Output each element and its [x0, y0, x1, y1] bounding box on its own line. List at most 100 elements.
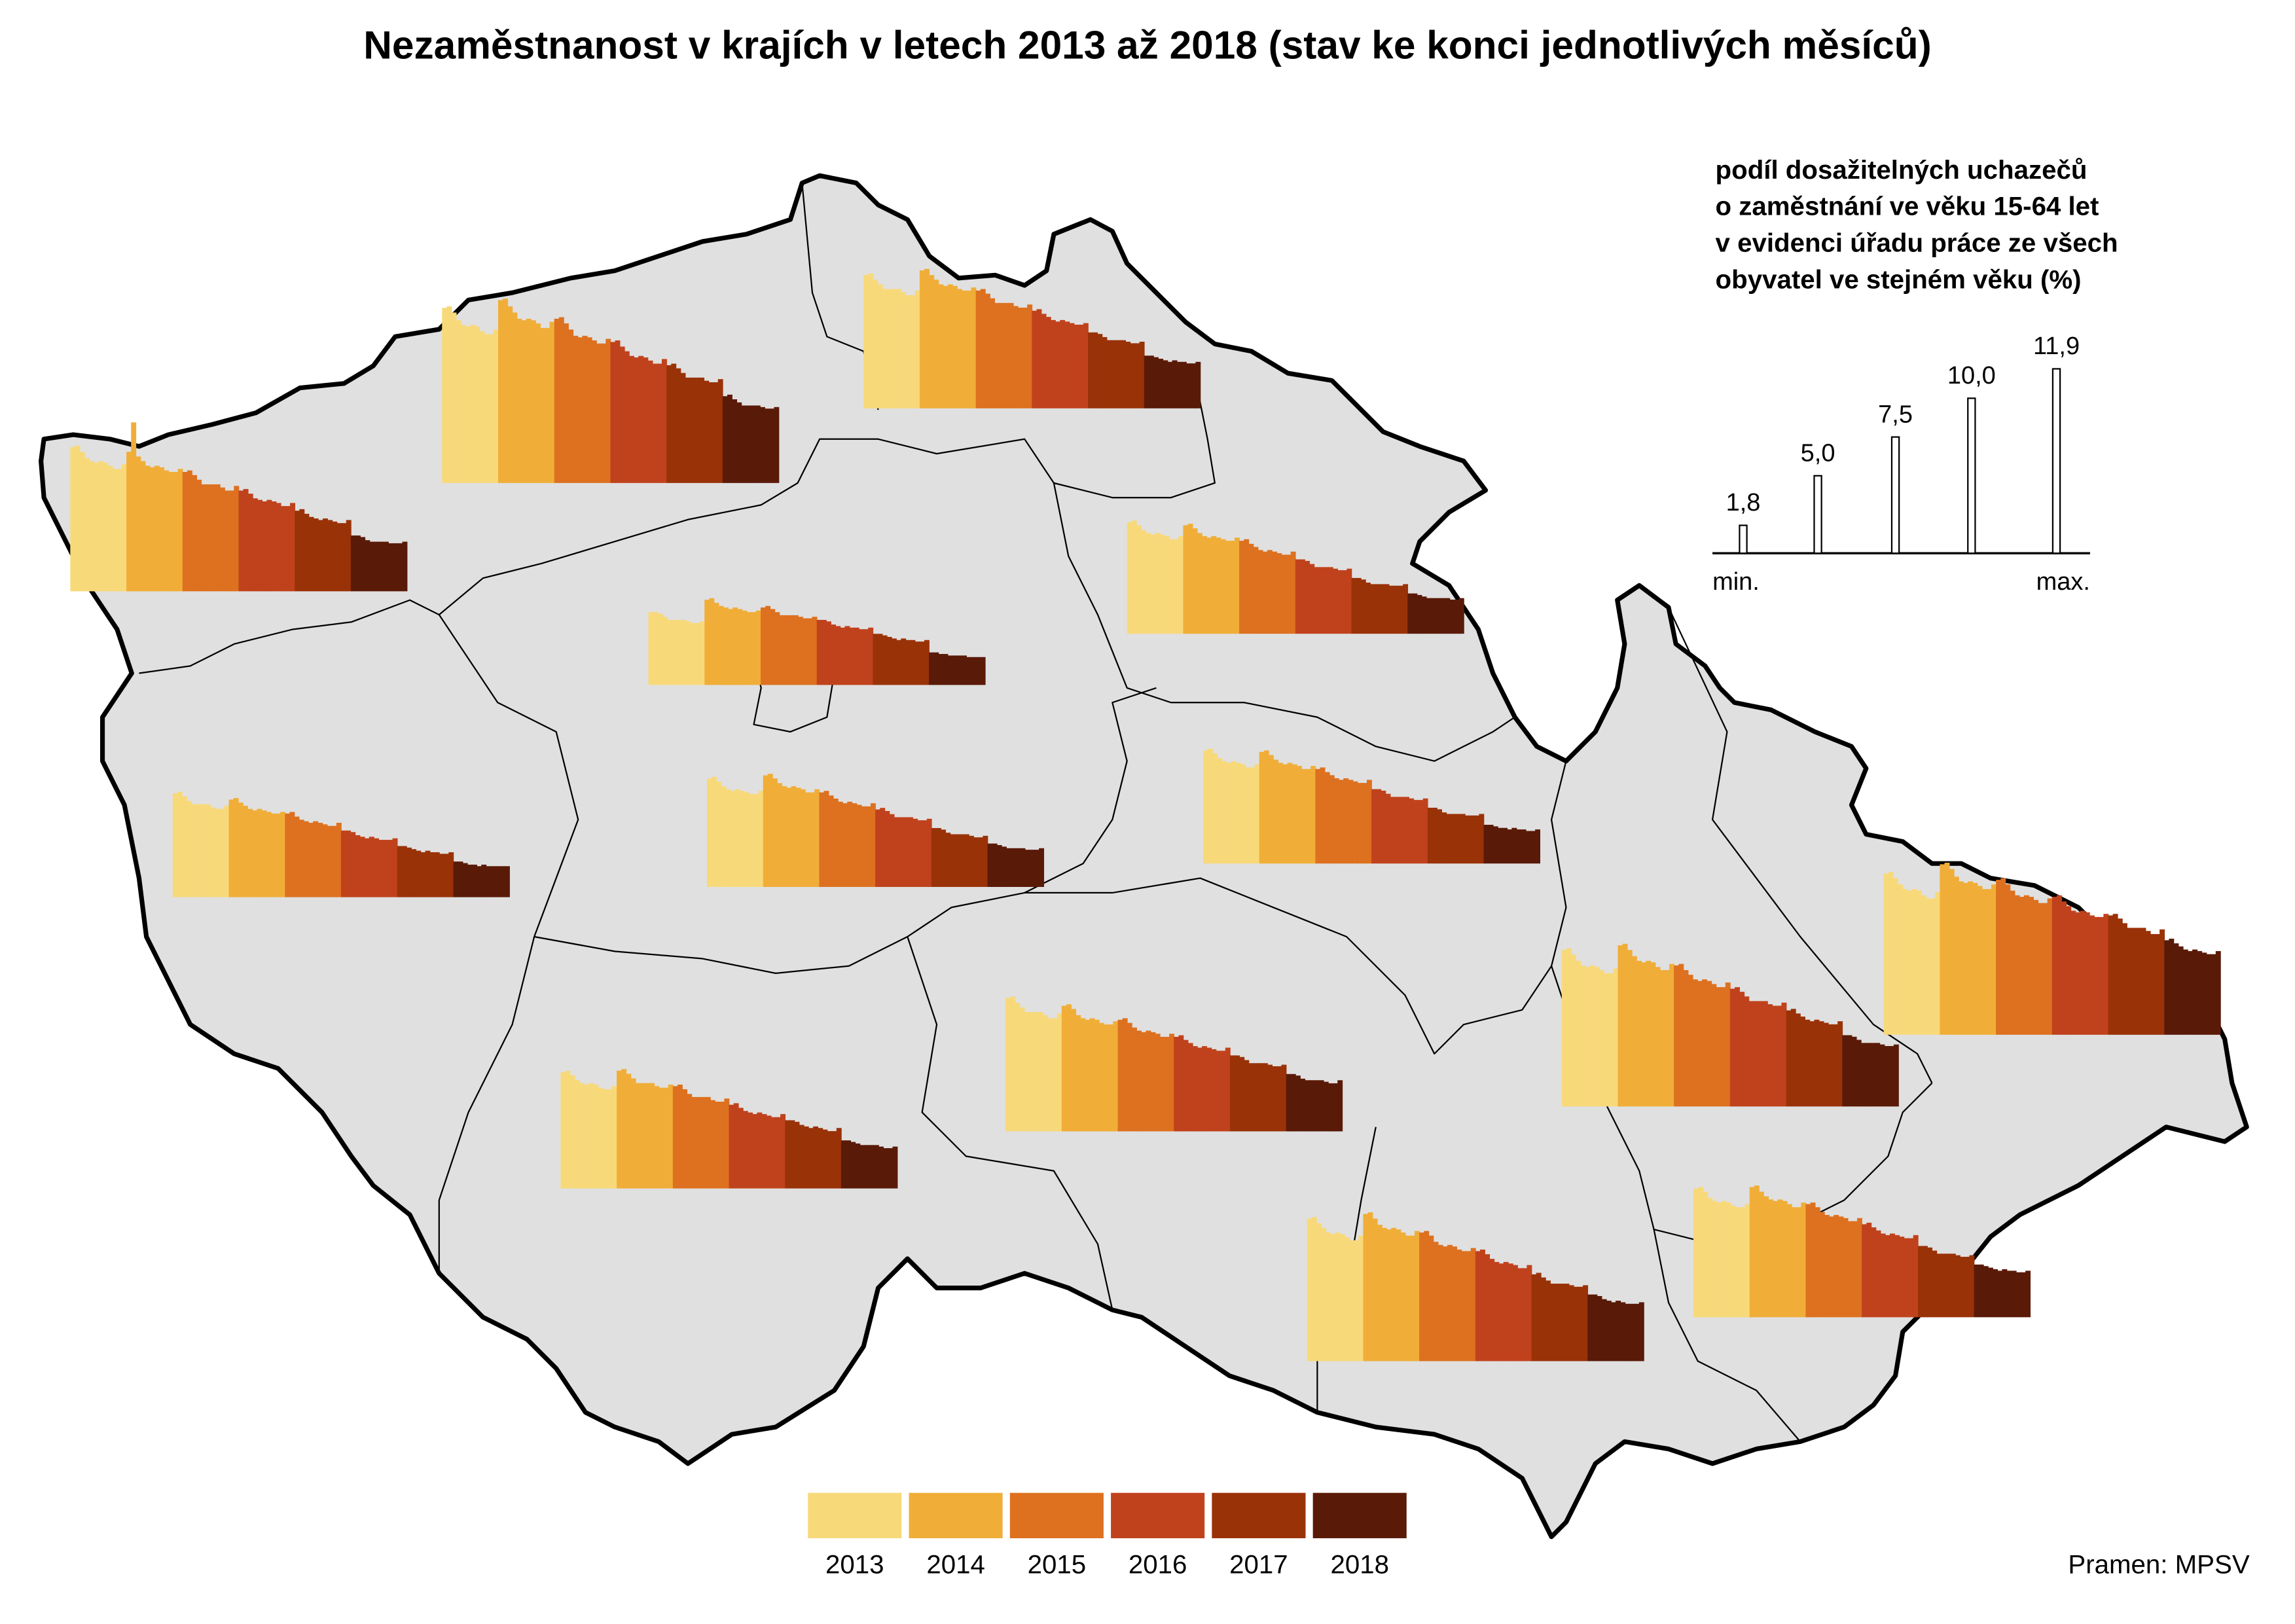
bar [751, 612, 757, 685]
bar [1735, 1207, 1741, 1318]
bar [2159, 929, 2165, 1035]
bar [1057, 1013, 1062, 1132]
legend-swatch [1212, 1492, 1306, 1538]
bar [1181, 361, 1187, 408]
bar [177, 791, 183, 897]
bar [837, 801, 843, 887]
bar [1287, 763, 1293, 864]
bar [420, 852, 426, 897]
bar [952, 285, 958, 408]
bar [760, 607, 766, 685]
bar [1360, 579, 1366, 634]
bar [1134, 343, 1140, 408]
region-border [439, 365, 1216, 615]
bar [545, 328, 551, 483]
bar [780, 1113, 786, 1189]
bar [1391, 1227, 1397, 1362]
bar [765, 408, 770, 483]
bar [1005, 998, 1011, 1132]
bar [628, 355, 634, 483]
bar [763, 775, 768, 887]
bar [1796, 1207, 1802, 1318]
bar [1782, 1200, 1788, 1318]
bar [1231, 761, 1237, 864]
bar [1424, 1231, 1430, 1362]
bar [813, 1126, 819, 1189]
bar [789, 1120, 795, 1189]
bar [88, 461, 94, 592]
bar [378, 840, 384, 897]
bar [694, 377, 700, 483]
bar [793, 615, 799, 685]
bar [416, 850, 422, 897]
bar [1456, 1249, 1462, 1362]
bar [2038, 903, 2044, 1035]
bar [861, 806, 867, 887]
bar [406, 847, 412, 897]
bar [1398, 585, 1403, 634]
bar [1217, 758, 1223, 864]
bar [1089, 1018, 1095, 1132]
bar [1428, 1235, 1434, 1362]
bar [149, 467, 155, 592]
bar [1253, 1063, 1259, 1132]
bar [1136, 1030, 1142, 1132]
bar [681, 619, 687, 685]
bar [1911, 889, 1917, 1035]
source: Pramen: MPSV [2068, 1550, 2249, 1579]
bar [1758, 1001, 1763, 1107]
bar [659, 1087, 664, 1189]
bar [1295, 1075, 1301, 1132]
bar [739, 791, 745, 887]
bar [346, 520, 352, 592]
bar [1155, 1034, 1161, 1132]
bar [1430, 598, 1436, 634]
bar [393, 543, 399, 592]
bar [1150, 534, 1156, 634]
bar [1427, 807, 1433, 864]
bar [1968, 881, 1974, 1035]
bar [962, 290, 967, 408]
bar [779, 615, 785, 685]
bar [1405, 1235, 1411, 1362]
bar [691, 1096, 697, 1189]
bar [574, 1079, 580, 1189]
bar [1585, 967, 1591, 1107]
bar [2025, 1271, 2031, 1318]
bar [666, 365, 672, 483]
bar [1333, 1083, 1339, 1132]
region-chart [70, 422, 408, 592]
bar [1220, 1051, 1226, 1132]
bar [1860, 1043, 1866, 1107]
bar [917, 820, 923, 887]
bar [154, 465, 160, 592]
bar [224, 805, 230, 897]
bar [477, 866, 482, 897]
bar [579, 1083, 585, 1189]
bar [1115, 340, 1121, 408]
bar [880, 808, 886, 887]
region-chart [1005, 996, 1343, 1132]
bar [962, 655, 967, 685]
bar [107, 465, 113, 592]
bar [696, 1096, 702, 1189]
bar [596, 343, 602, 483]
bar [1155, 533, 1161, 634]
bar [1187, 1043, 1193, 1132]
bar [863, 629, 869, 685]
bar [1986, 889, 1992, 1035]
bar [1856, 1218, 1862, 1318]
bar [626, 1074, 632, 1189]
bar [975, 290, 981, 408]
bar [1191, 363, 1197, 408]
bar [355, 535, 361, 592]
bar [1150, 1032, 1156, 1132]
bar [2206, 954, 2212, 1035]
bar [1372, 1218, 1378, 1362]
bar [1594, 967, 1600, 1107]
bar [2169, 939, 2175, 1035]
bar [1248, 543, 1254, 634]
bar [1852, 1221, 1858, 1318]
bar [1281, 1064, 1287, 1132]
bar [894, 817, 899, 887]
